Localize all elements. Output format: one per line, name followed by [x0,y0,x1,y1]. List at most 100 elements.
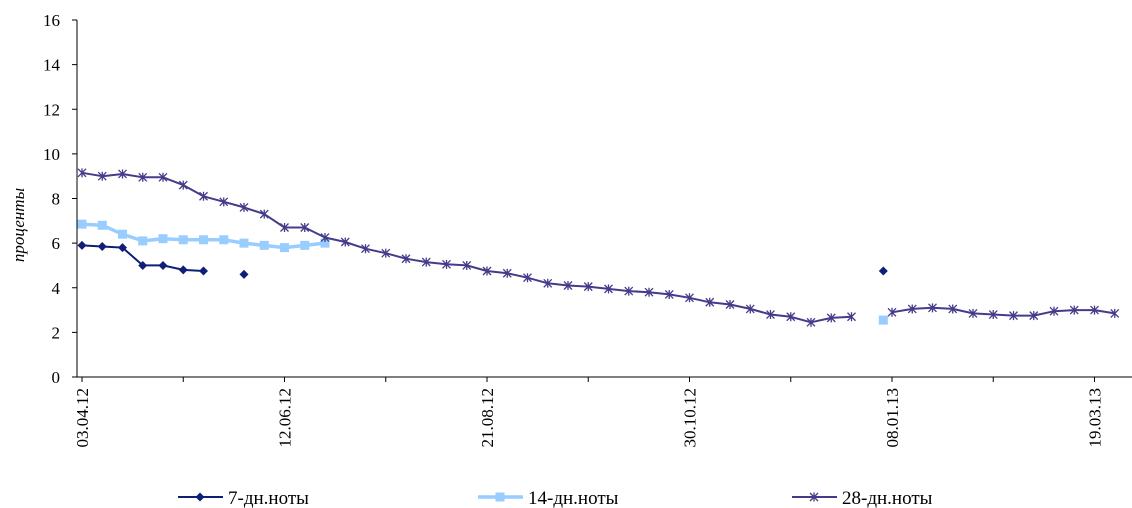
data-point [1009,311,1018,321]
data-point [907,304,917,314]
x-tick-label: 08.01.13 [883,388,902,448]
y-tick-label: 4 [52,279,61,298]
data-point [887,307,897,317]
data-point [1090,305,1099,315]
series-star [77,168,1120,327]
data-point [178,235,188,245]
data-point [847,312,856,322]
y-axis-label: проценты [9,188,28,262]
data-point [320,233,330,243]
data-point [928,303,937,313]
data-point [604,284,613,294]
series-line [81,171,852,324]
x-tick-label: 12.06.12 [276,388,295,448]
data-point [806,317,816,327]
y-tick-label: 12 [43,100,60,119]
data-point [543,278,553,288]
x-ticks: 03.04.12 12.06.12 21.08.12 30.10.12 08.01.13… [73,377,1105,448]
data-point [1069,305,1079,315]
data-point [199,266,208,276]
data-point [199,191,208,201]
legend-label: 7-дн.ноты [228,488,309,508]
data-point [239,202,249,212]
legend-item: 14-дн.ноты [478,488,619,508]
series-lines [77,168,1120,327]
data-point [495,492,505,502]
data-point [97,171,107,181]
data-point [239,269,249,279]
legend-label: 14-дн.ноты [528,488,619,508]
data-point [948,304,958,314]
data-point [809,492,819,502]
legend-label: 28-дн.ноты [842,488,933,508]
data-point [644,287,654,297]
data-point [745,304,755,314]
axes [76,20,1132,378]
data-point [462,260,472,270]
data-point [664,289,674,299]
data-point [199,235,208,245]
legend-item: 28-дн.ноты [792,488,933,508]
data-point [583,282,593,292]
data-point [1110,308,1120,318]
data-point [401,254,411,264]
data-point [523,273,532,283]
data-point [97,220,107,230]
x-tick-label: 21.08.12 [478,388,497,448]
data-point [138,260,148,270]
data-point [280,243,289,253]
data-point [766,310,775,320]
data-point [563,281,573,291]
y-tick-label: 2 [52,323,61,342]
data-point [786,312,796,322]
data-point [239,238,249,248]
data-point [138,172,148,182]
data-point [361,244,370,254]
data-point [77,168,87,178]
data-point [77,219,87,229]
data-point [705,297,715,307]
data-point [118,243,127,253]
data-point [1049,306,1059,316]
y-tick-label: 8 [52,190,61,209]
data-point [97,241,107,251]
data-point [138,236,148,246]
data-point [968,308,978,318]
y-ticks: 0 2 4 6 8 10 12 14 16 [43,11,77,387]
data-point [725,299,735,309]
data-point [158,172,168,182]
data-point [300,240,310,250]
data-point [878,315,888,325]
data-point [624,286,634,296]
data-point [381,248,391,258]
y-tick-label: 16 [43,11,60,30]
legend: 7-дн.ноты 14-дн.ноты 28-дн.ноты [178,488,933,508]
data-point [158,260,168,270]
data-point [259,240,269,250]
data-point [421,257,431,267]
data-point [219,197,229,207]
data-point [878,266,888,276]
data-point [178,265,188,275]
series-diamond [77,240,888,279]
series-line [891,306,1115,317]
y-tick-label: 0 [52,368,61,387]
data-point [685,293,694,303]
data-point [118,169,127,179]
data-point [178,180,188,190]
data-point [482,266,492,276]
data-point [118,229,127,239]
y-tick-label: 10 [43,145,60,164]
data-point [300,223,310,233]
data-point [826,313,836,323]
x-tick-label: 03.04.12 [73,388,92,448]
x-tick-label: 30.10.12 [681,388,700,448]
data-point [219,235,229,245]
data-point [502,268,512,278]
data-point [77,240,87,250]
data-point [259,209,269,219]
y-tick-label: 14 [43,56,61,75]
data-point [1029,311,1039,321]
